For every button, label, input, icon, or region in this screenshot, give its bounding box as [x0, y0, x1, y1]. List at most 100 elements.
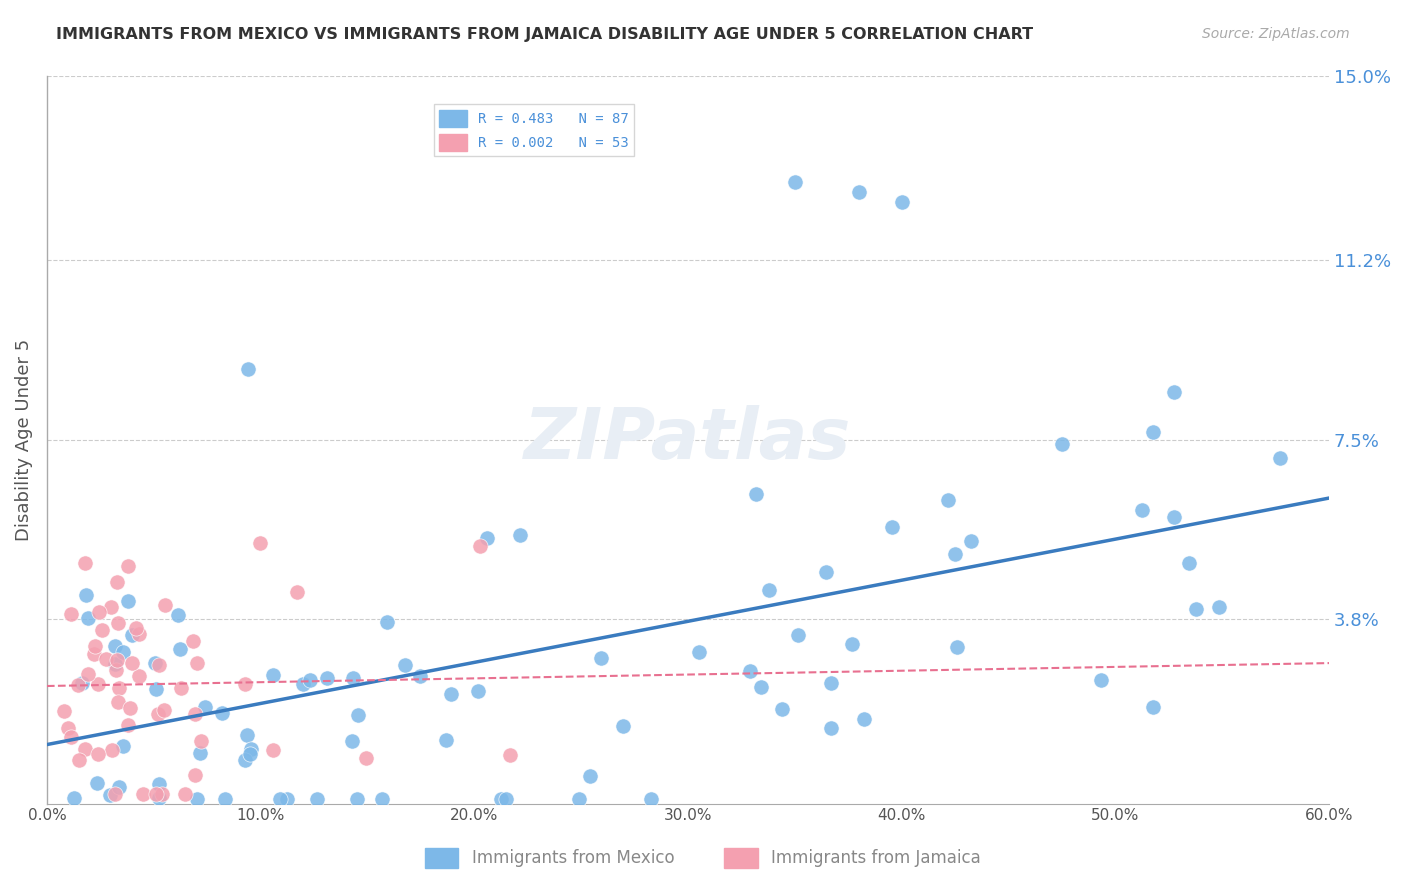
Point	[94, 652, 117, 666]
Point	[121, 657, 143, 671]
Point	[408, 668, 430, 682]
Point	[1050, 437, 1073, 451]
Point	[1178, 556, 1201, 570]
Point	[770, 701, 793, 715]
Point	[60, 607, 83, 621]
Point	[1163, 509, 1185, 524]
Point	[148, 706, 170, 721]
Point	[612, 719, 634, 733]
Point	[745, 486, 768, 500]
Point	[186, 791, 208, 805]
Point	[148, 657, 170, 672]
Point	[211, 706, 233, 720]
Point	[104, 657, 127, 672]
Point	[853, 712, 876, 726]
Point	[105, 652, 128, 666]
Point	[591, 650, 613, 665]
Point	[150, 787, 173, 801]
Point	[820, 675, 842, 690]
Point	[236, 728, 259, 742]
Point	[946, 640, 969, 655]
Point	[53, 704, 76, 718]
Point	[354, 751, 377, 765]
Point	[236, 361, 259, 376]
Point	[262, 743, 284, 757]
Point	[89, 605, 111, 619]
Point	[943, 547, 966, 561]
Point	[235, 753, 257, 767]
Point	[936, 493, 959, 508]
Point	[184, 706, 207, 721]
Point	[107, 695, 129, 709]
Point	[83, 648, 105, 662]
Point	[75, 556, 97, 570]
Point	[477, 531, 499, 545]
Point	[340, 733, 363, 747]
Point	[467, 683, 489, 698]
Point	[1090, 673, 1112, 687]
Point	[820, 721, 842, 735]
Point	[489, 791, 512, 805]
Point	[188, 746, 211, 760]
Point	[91, 624, 114, 638]
Point	[509, 528, 531, 542]
Point	[1142, 700, 1164, 714]
Point	[292, 677, 315, 691]
Point	[174, 787, 197, 801]
Point	[86, 775, 108, 789]
Point	[316, 671, 339, 685]
Point	[568, 791, 591, 805]
Point	[239, 747, 262, 761]
Point	[786, 628, 808, 642]
Point	[167, 608, 190, 623]
Point	[117, 558, 139, 573]
Point	[346, 791, 368, 805]
Point	[117, 594, 139, 608]
Point	[436, 733, 458, 747]
Point	[105, 574, 128, 589]
Point	[145, 681, 167, 696]
Point	[371, 791, 394, 805]
Y-axis label: Disability Age Under 5: Disability Age Under 5	[15, 338, 32, 541]
Point	[108, 681, 131, 695]
Point	[1163, 385, 1185, 400]
Point	[882, 520, 904, 534]
Point	[269, 791, 291, 805]
Point	[67, 753, 90, 767]
Point	[108, 780, 131, 795]
Point	[86, 747, 108, 761]
Point	[73, 742, 96, 756]
Point	[183, 768, 205, 782]
Point	[111, 645, 134, 659]
Point	[148, 776, 170, 790]
Point	[63, 791, 86, 805]
Point	[578, 769, 600, 783]
Point	[841, 637, 863, 651]
Point	[347, 708, 370, 723]
Point	[815, 565, 838, 579]
Point	[342, 671, 364, 685]
Point	[1142, 425, 1164, 439]
Point	[1208, 600, 1230, 615]
Point	[121, 628, 143, 642]
Text: Source: ZipAtlas.com: Source: ZipAtlas.com	[1202, 27, 1350, 41]
Point	[87, 677, 110, 691]
Point	[170, 681, 193, 695]
Point	[77, 667, 100, 681]
Point	[1184, 602, 1206, 616]
Point	[375, 615, 398, 630]
Point	[186, 656, 208, 670]
Point	[67, 678, 90, 692]
Point	[783, 175, 806, 189]
Point	[128, 626, 150, 640]
Point	[104, 639, 127, 653]
Point	[132, 787, 155, 801]
Point	[848, 185, 870, 199]
Point	[145, 657, 167, 671]
Point	[183, 634, 205, 648]
Point	[751, 680, 773, 694]
Point	[98, 788, 121, 802]
Point	[240, 742, 263, 756]
Point	[70, 676, 93, 690]
Point	[299, 673, 322, 687]
